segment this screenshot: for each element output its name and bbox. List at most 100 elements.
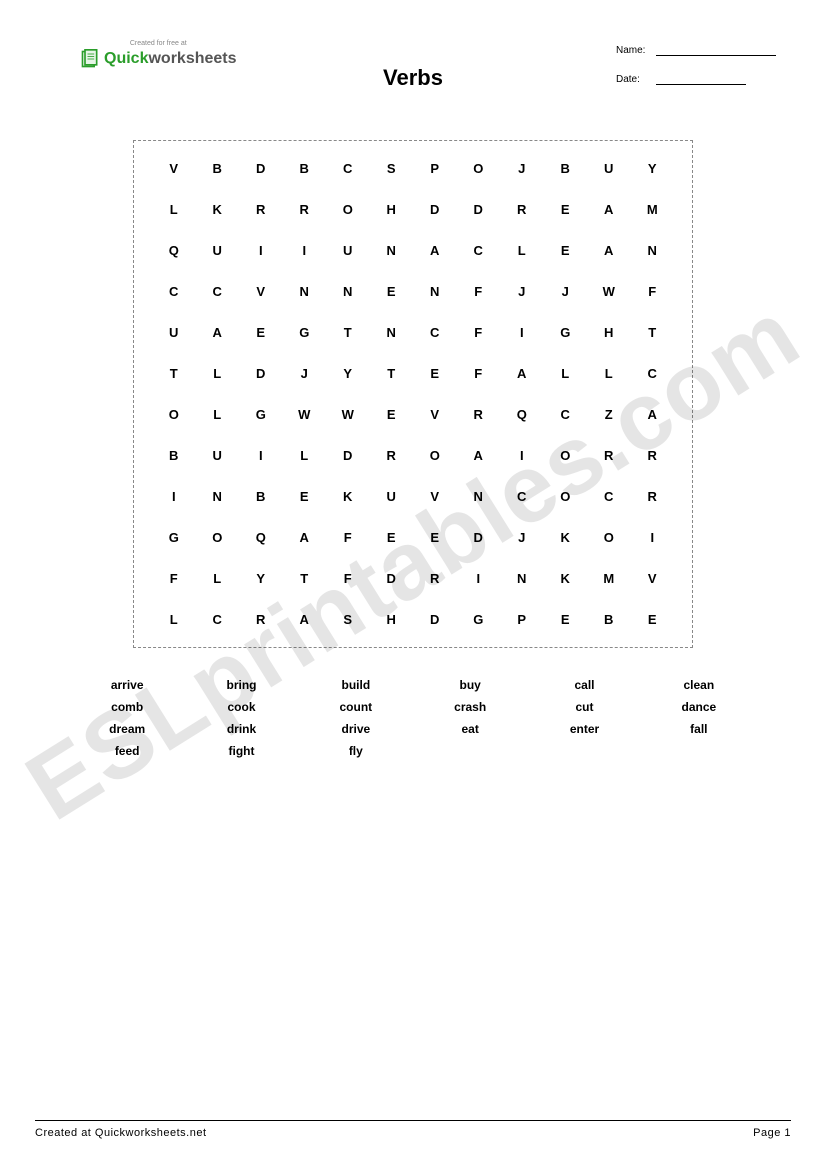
word-item: dance [642,700,756,714]
grid-cell: K [544,571,588,586]
grid-cell: R [283,202,327,217]
grid-cell: K [326,489,370,504]
grid-cell: R [587,448,631,463]
grid-cell: D [413,202,457,217]
grid-cell: I [457,571,501,586]
grid-cell: E [413,530,457,545]
grid-cell: E [544,612,588,627]
logo-quick: Quick [104,50,148,67]
grid-cell: T [326,325,370,340]
grid-cell: A [283,530,327,545]
grid-cell: F [457,366,501,381]
grid-cell: A [500,366,544,381]
grid-cell: L [152,612,196,627]
grid-cell: O [544,489,588,504]
grid-cell: K [196,202,240,217]
grid-cell: A [413,243,457,258]
grid-cell: E [370,284,414,299]
word-item: arrive [70,678,184,692]
grid-cell: U [587,161,631,176]
grid-cell: F [457,325,501,340]
grid-cell: R [631,448,675,463]
grid-cell: C [544,407,588,422]
grid-cell: N [413,284,457,299]
logo-worksheets: worksheets [148,50,236,67]
grid-cell: C [631,366,675,381]
grid-cell: L [283,448,327,463]
word-item: fall [642,722,756,736]
grid-cell: B [196,161,240,176]
logo-block: Created for free at Quickworksheets [80,40,237,69]
footer-left: Created at Quickworksheets.net [35,1127,207,1139]
logo-tagline: Created for free at [80,40,237,47]
grid-cell: L [544,366,588,381]
grid-cell: N [283,284,327,299]
grid-cell: N [370,243,414,258]
grid-cell: E [370,407,414,422]
grid-cell: B [239,489,283,504]
grid-cell: A [457,448,501,463]
grid-cell: O [196,530,240,545]
grid-cell: C [326,161,370,176]
grid-cell: R [631,489,675,504]
grid-cell: J [500,161,544,176]
grid-cell: V [413,489,457,504]
grid-cell: R [370,448,414,463]
word-item: comb [70,700,184,714]
grid-cell: I [239,243,283,258]
grid-cell: N [370,325,414,340]
grid-cell: H [370,612,414,627]
word-item: buy [413,678,527,692]
word-list: arrivebringbuildbuycallcleancombcookcoun… [50,678,776,758]
grid-cell: D [457,202,501,217]
grid-cell: U [196,448,240,463]
date-input-line[interactable] [656,75,746,85]
grid-cell: P [500,612,544,627]
word-item: fight [184,744,298,758]
grid-cell: N [500,571,544,586]
grid-cell: J [500,530,544,545]
grid-cell: U [196,243,240,258]
grid-cell: Q [500,407,544,422]
grid-cell: T [631,325,675,340]
grid-cell: P [413,161,457,176]
grid-cell: R [413,571,457,586]
grid-cell: T [283,571,327,586]
grid-cell: H [370,202,414,217]
grid-cell: O [152,407,196,422]
grid-cell: I [631,530,675,545]
grid-cell: E [413,366,457,381]
word-item: eat [413,722,527,736]
grid-cell: Y [326,366,370,381]
grid-cell: W [283,407,327,422]
grid-cell: V [413,407,457,422]
grid-cell: I [500,448,544,463]
grid-cell: D [413,612,457,627]
document-icon [80,49,100,69]
grid-cell: C [152,284,196,299]
grid-cell: O [413,448,457,463]
grid-cell: F [326,571,370,586]
grid-cell: W [326,407,370,422]
word-item: cut [527,700,641,714]
word-item: crash [413,700,527,714]
grid-cell: T [152,366,196,381]
grid-cell: O [587,530,631,545]
page-title: Verbs [383,65,443,91]
name-input-line[interactable] [656,46,776,56]
grid-cell: D [239,366,283,381]
date-row: Date: [616,74,776,85]
grid-cell: U [370,489,414,504]
grid-cell: U [326,243,370,258]
footer: Created at Quickworksheets.net Page 1 [35,1120,791,1139]
grid-cell: E [239,325,283,340]
grid-cell: N [196,489,240,504]
grid-cell: D [457,530,501,545]
grid-cell: L [587,366,631,381]
grid-cell: Q [239,530,283,545]
logo-text: Quickworksheets [104,50,237,68]
grid-cell: T [370,366,414,381]
name-label: Name: [616,45,650,56]
grid-cell: O [457,161,501,176]
grid-cell: V [152,161,196,176]
